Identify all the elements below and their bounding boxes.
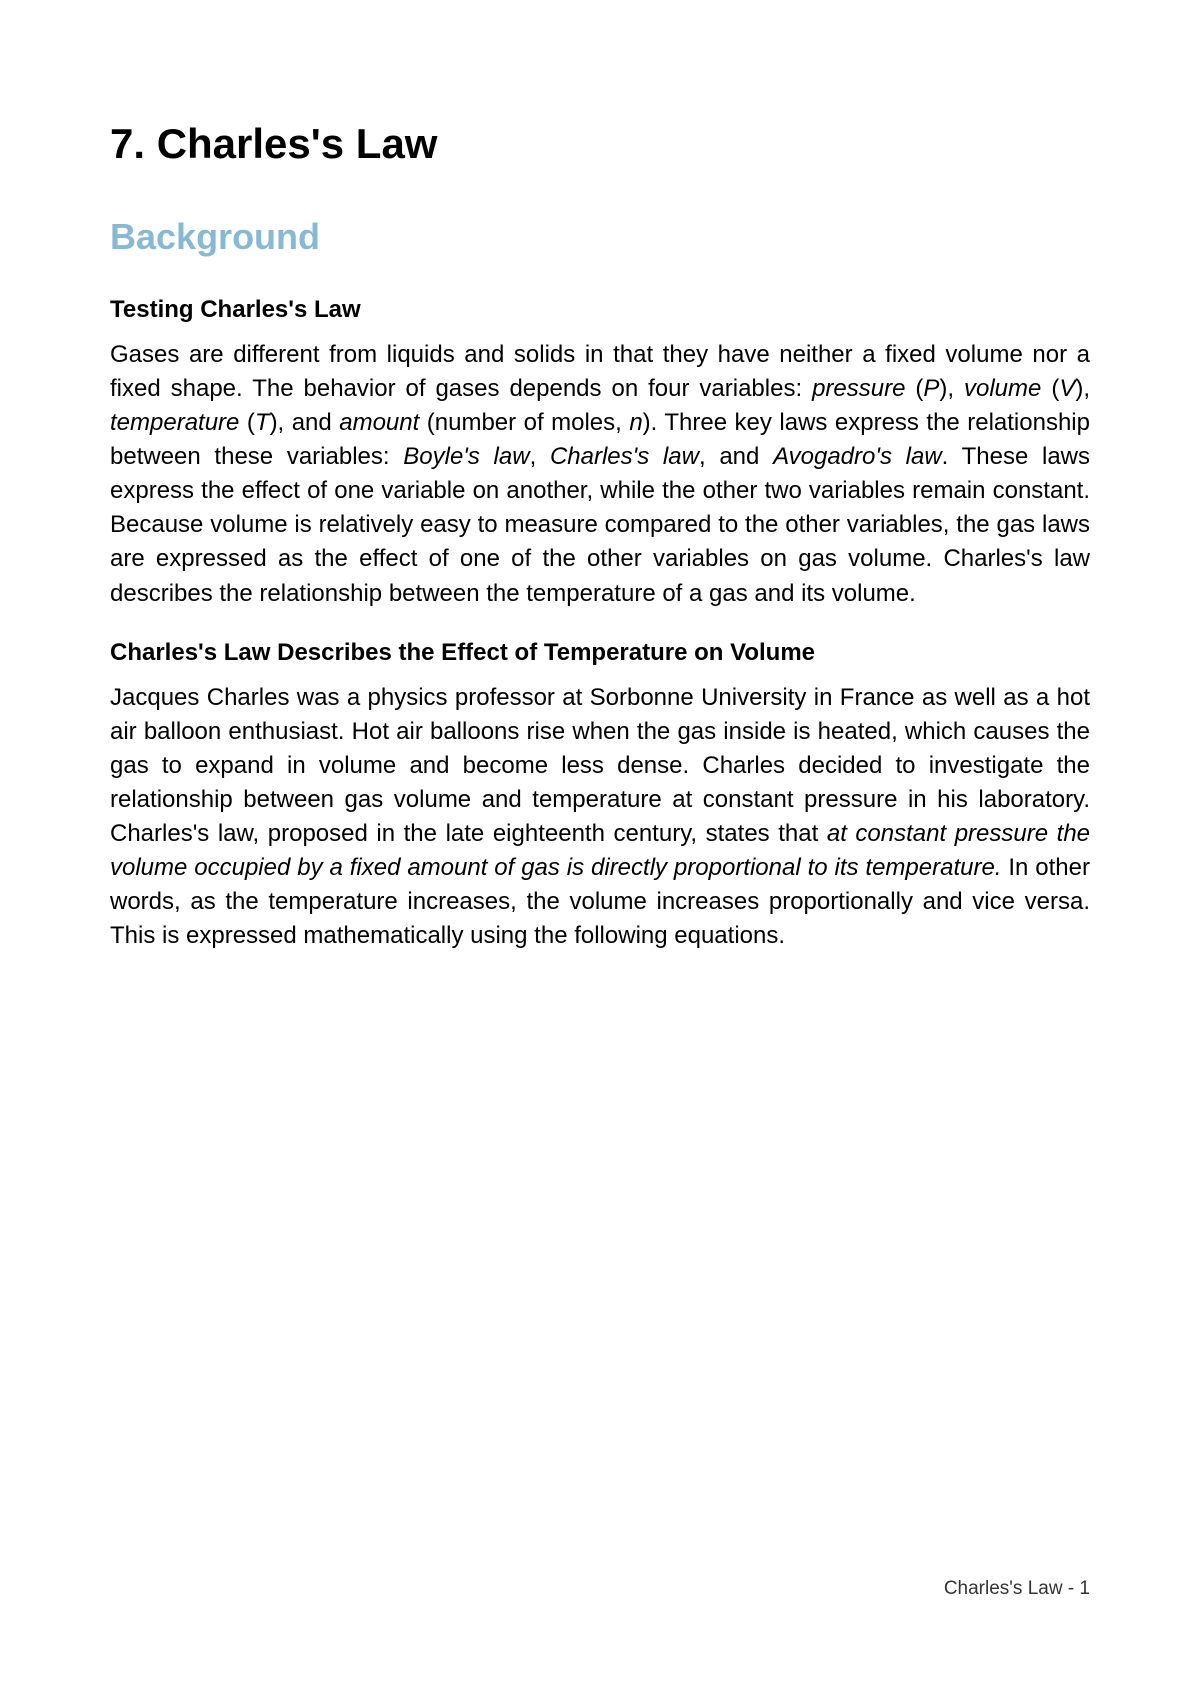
p1-sep: ), — [1075, 375, 1090, 402]
p1-T: T — [255, 409, 270, 436]
p1-amount: amount — [339, 409, 419, 436]
p1-sep: ( — [239, 409, 254, 436]
p1-volume: volume — [964, 375, 1041, 402]
p1-pressure: pressure — [812, 375, 905, 402]
p1-sep: ), — [939, 375, 964, 402]
p1-temperature: temperature — [110, 409, 239, 436]
p1-avogadro: Avogadro's law — [773, 443, 942, 470]
p1-sep: , and — [699, 443, 773, 470]
p1-n: n — [629, 409, 642, 436]
subsection-effect: Charles's Law Describes the Effect of Te… — [110, 639, 1090, 667]
section-heading-background: Background — [110, 216, 1090, 258]
p1-sep: ( — [1041, 375, 1059, 402]
p1-sep: (number of moles, — [419, 409, 629, 436]
paragraph-1: Gases are different from liquids and sol… — [110, 338, 1090, 611]
p1-charles: Charles's law — [550, 443, 699, 470]
subsection-testing: Testing Charles's Law — [110, 296, 1090, 324]
p1-V: V — [1059, 375, 1075, 402]
page-title: 7. Charles's Law — [110, 120, 1090, 168]
p1-sep: , — [530, 443, 550, 470]
page-footer: Charles's Law - 1 — [944, 1578, 1090, 1600]
paragraph-2: Jacques Charles was a physics professor … — [110, 681, 1090, 954]
p1-P: P — [923, 375, 939, 402]
p1-sep: ), and — [270, 409, 340, 436]
p1-sep: ( — [905, 375, 923, 402]
p1-boyle: Boyle's law — [403, 443, 529, 470]
